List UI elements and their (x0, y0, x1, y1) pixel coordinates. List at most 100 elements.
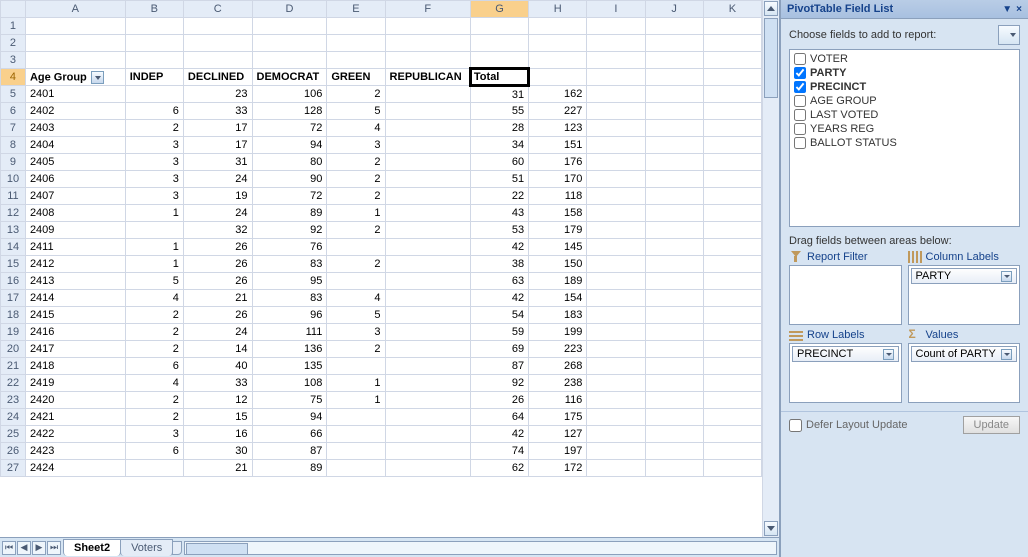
cell[interactable]: 162 (529, 86, 587, 103)
cell[interactable]: 2421 (25, 409, 125, 426)
cell[interactable]: 87 (470, 358, 528, 375)
pivot-header-9[interactable] (645, 69, 703, 86)
cell[interactable] (645, 222, 703, 239)
cell[interactable] (327, 409, 385, 426)
cell[interactable]: 40 (183, 358, 252, 375)
cell[interactable] (252, 35, 327, 52)
cell[interactable] (183, 35, 252, 52)
cell[interactable] (125, 18, 183, 35)
cell[interactable] (645, 358, 703, 375)
field-checkbox[interactable] (794, 67, 806, 79)
cell[interactable]: 6 (125, 358, 183, 375)
pivot-header-4[interactable]: GREEN (327, 69, 385, 86)
cell[interactable] (125, 52, 183, 69)
row-header-22[interactable]: 22 (1, 375, 26, 392)
cell[interactable]: 116 (529, 392, 587, 409)
cell[interactable] (470, 18, 528, 35)
row-labels-zone[interactable]: Row Labels PRECINCT (789, 329, 902, 403)
cell[interactable]: 92 (252, 222, 327, 239)
cell[interactable] (385, 188, 470, 205)
cell[interactable]: 154 (529, 290, 587, 307)
field-item-3[interactable]: AGE GROUP (792, 94, 1017, 108)
cell[interactable] (703, 137, 761, 154)
cell[interactable]: 106 (252, 86, 327, 103)
cell[interactable]: 31 (183, 154, 252, 171)
zone-item-dropdown-icon[interactable] (1001, 349, 1012, 360)
cell[interactable] (587, 188, 645, 205)
cell[interactable] (587, 392, 645, 409)
cell[interactable]: 111 (252, 324, 327, 341)
zone-item-dropdown-icon[interactable] (883, 349, 894, 360)
field-list[interactable]: VOTER PARTY PRECINCT AGE GROUP LAST VOTE… (789, 49, 1020, 227)
row-header-20[interactable]: 20 (1, 341, 26, 358)
row-header-18[interactable]: 18 (1, 307, 26, 324)
cell[interactable] (703, 120, 761, 137)
zone-item[interactable]: Count of PARTY (911, 346, 1018, 362)
cell[interactable] (587, 35, 645, 52)
cell[interactable]: 2413 (25, 273, 125, 290)
cell[interactable]: 2418 (25, 358, 125, 375)
cell[interactable]: 26 (183, 307, 252, 324)
pivot-header-10[interactable] (703, 69, 761, 86)
cell[interactable] (25, 18, 125, 35)
cell[interactable]: 72 (252, 120, 327, 137)
filter-dropdown-icon[interactable] (91, 71, 104, 84)
cell[interactable]: 59 (470, 324, 528, 341)
col-header-H[interactable]: H (529, 1, 587, 18)
cell[interactable] (587, 341, 645, 358)
cell[interactable] (385, 35, 470, 52)
cell[interactable]: 2406 (25, 171, 125, 188)
cell[interactable]: 33 (183, 375, 252, 392)
cell[interactable]: 1 (125, 256, 183, 273)
cell[interactable]: 1 (327, 392, 385, 409)
cell[interactable] (703, 188, 761, 205)
field-checkbox[interactable] (794, 81, 806, 93)
cell[interactable] (587, 324, 645, 341)
col-header-I[interactable]: I (587, 1, 645, 18)
cell[interactable] (645, 273, 703, 290)
cell[interactable]: 150 (529, 256, 587, 273)
cell[interactable]: 17 (183, 137, 252, 154)
panel-close-icon[interactable]: × (1016, 4, 1022, 15)
cell[interactable]: 2414 (25, 290, 125, 307)
cell[interactable]: 38 (470, 256, 528, 273)
pivot-header-7[interactable] (529, 69, 587, 86)
cell[interactable] (385, 273, 470, 290)
cell[interactable]: 63 (470, 273, 528, 290)
cell[interactable] (645, 443, 703, 460)
cell[interactable] (385, 103, 470, 120)
cell[interactable]: 2 (327, 341, 385, 358)
cell[interactable]: 26 (470, 392, 528, 409)
cell[interactable]: 1 (327, 205, 385, 222)
cell[interactable]: 16 (183, 426, 252, 443)
cell[interactable] (587, 375, 645, 392)
cell[interactable] (385, 324, 470, 341)
sheet-tab-Sheet2[interactable]: Sheet2 (63, 539, 121, 556)
panel-dropdown-icon[interactable]: ▼ (1002, 4, 1012, 15)
cell[interactable] (125, 222, 183, 239)
cell[interactable] (587, 409, 645, 426)
cell[interactable]: 3 (125, 154, 183, 171)
cell[interactable] (385, 171, 470, 188)
cell[interactable] (703, 52, 761, 69)
col-header-G[interactable]: G (470, 1, 528, 18)
row-header-1[interactable]: 1 (1, 18, 26, 35)
cell[interactable]: 24 (183, 205, 252, 222)
cell[interactable] (703, 375, 761, 392)
cell[interactable] (385, 409, 470, 426)
layout-options-button[interactable] (998, 25, 1020, 45)
cell[interactable]: 3 (125, 171, 183, 188)
cell[interactable]: 2404 (25, 137, 125, 154)
cell[interactable] (645, 154, 703, 171)
cell[interactable] (125, 460, 183, 477)
cell[interactable] (385, 222, 470, 239)
cell[interactable]: 179 (529, 222, 587, 239)
row-header-3[interactable]: 3 (1, 52, 26, 69)
row-header-24[interactable]: 24 (1, 409, 26, 426)
cell[interactable]: 14 (183, 341, 252, 358)
tab-next-icon[interactable]: ▶ (32, 541, 46, 555)
cell[interactable]: 2417 (25, 341, 125, 358)
cell[interactable] (703, 443, 761, 460)
cell[interactable]: 3 (327, 324, 385, 341)
row-header-17[interactable]: 17 (1, 290, 26, 307)
